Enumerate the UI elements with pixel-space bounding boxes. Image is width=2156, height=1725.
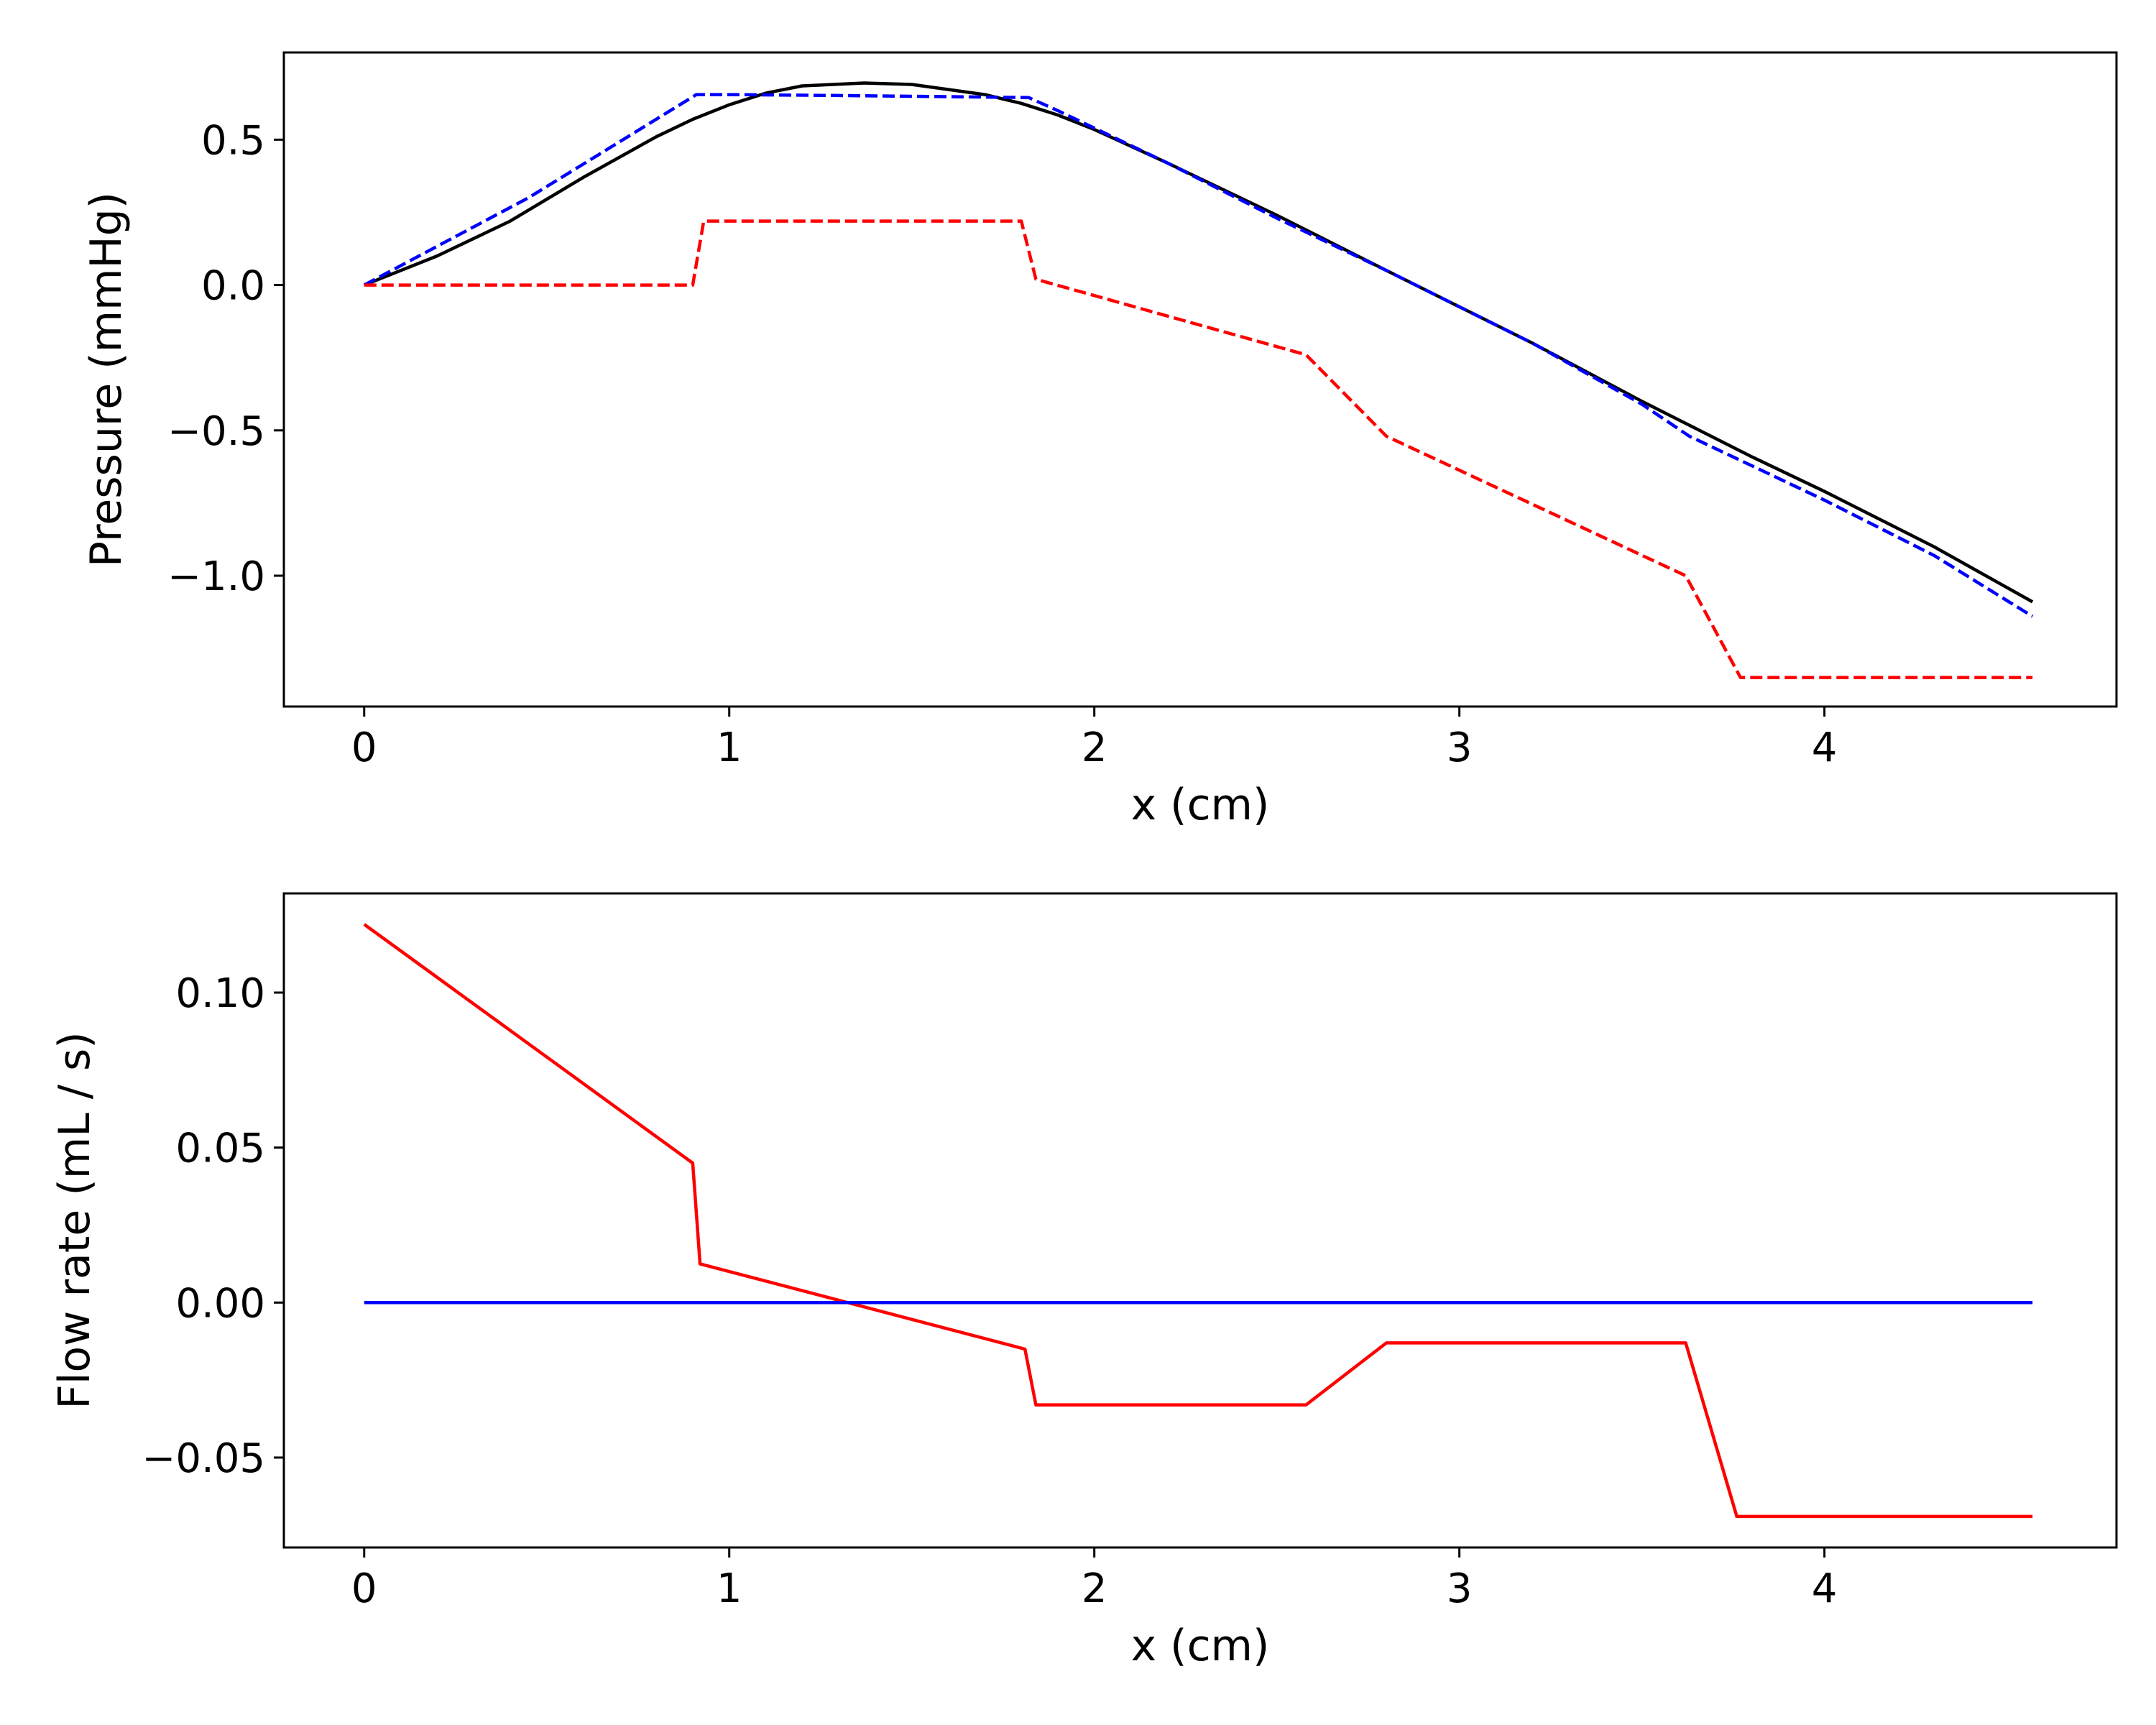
flow-rate-series-line-1 [363,923,2033,1519]
flow-rate-y-tick-label: 0.00 [175,1280,265,1327]
flow-rate-y-tick-label: 0.05 [175,1126,265,1172]
flow-rate-panel: 0 1 2 3 4 0.10 0.05 0.00 −0.05 x (cm) Flow rate … [50,892,2118,1671]
pressure-y-tick-label: 0.5 [201,117,265,164]
flow-rate-x-tick-label: 3 [1447,1565,1473,1612]
pressure-series-line-1 [363,81,2034,604]
flow-rate-y-tick-label: 0.10 [175,970,265,1017]
pressure-y-tick-label: −0.5 [167,408,265,455]
flow-rate-plot-lines [363,923,2033,1519]
flow-rate-y-tick-label: −0.05 [142,1435,265,1482]
pressure-x-tick-label: 0 [351,724,377,771]
pressure-x-axis-label: x (cm) [1131,780,1270,830]
flow-rate-x-tick-label: 2 [1082,1565,1107,1612]
pressure-x-tick-label: 4 [1812,724,1838,771]
flow-rate-axes-frame [282,892,2118,1549]
flow-rate-x-axis-label: x (cm) [1131,1621,1270,1671]
pressure-panel: 0 1 2 3 4 0.5 0.0 −0.5 −1.0 x (cm) Pressure (mmH… [81,51,2118,830]
pressure-y-tick-label: −1.0 [167,553,265,600]
flow-rate-x-tick-label: 1 [717,1565,742,1612]
pressure-x-tick-label: 3 [1447,724,1473,771]
pressure-y-axis-label: Pressure (mmHg) [81,192,132,567]
flow-rate-y-axis-label: Flow rate (mL / s) [50,1031,100,1409]
pressure-ticks: 0 1 2 3 4 0.5 0.0 −0.5 −1.0 [167,117,1837,771]
pressure-series-line-3 [364,219,2033,679]
flow-rate-x-tick-label: 4 [1812,1565,1838,1612]
pressure-series-line-2 [363,93,2034,618]
pressure-y-tick-label: 0.0 [201,263,265,310]
pressure-axes-frame [282,51,2118,708]
flow-rate-ticks: 0 1 2 3 4 0.10 0.05 0.00 −0.05 [142,970,1837,1612]
pressure-plot-lines [363,81,2034,679]
pressure-x-tick-label: 2 [1082,724,1107,771]
pressure-x-tick-label: 1 [717,724,742,771]
flow-rate-x-tick-label: 0 [351,1565,377,1612]
